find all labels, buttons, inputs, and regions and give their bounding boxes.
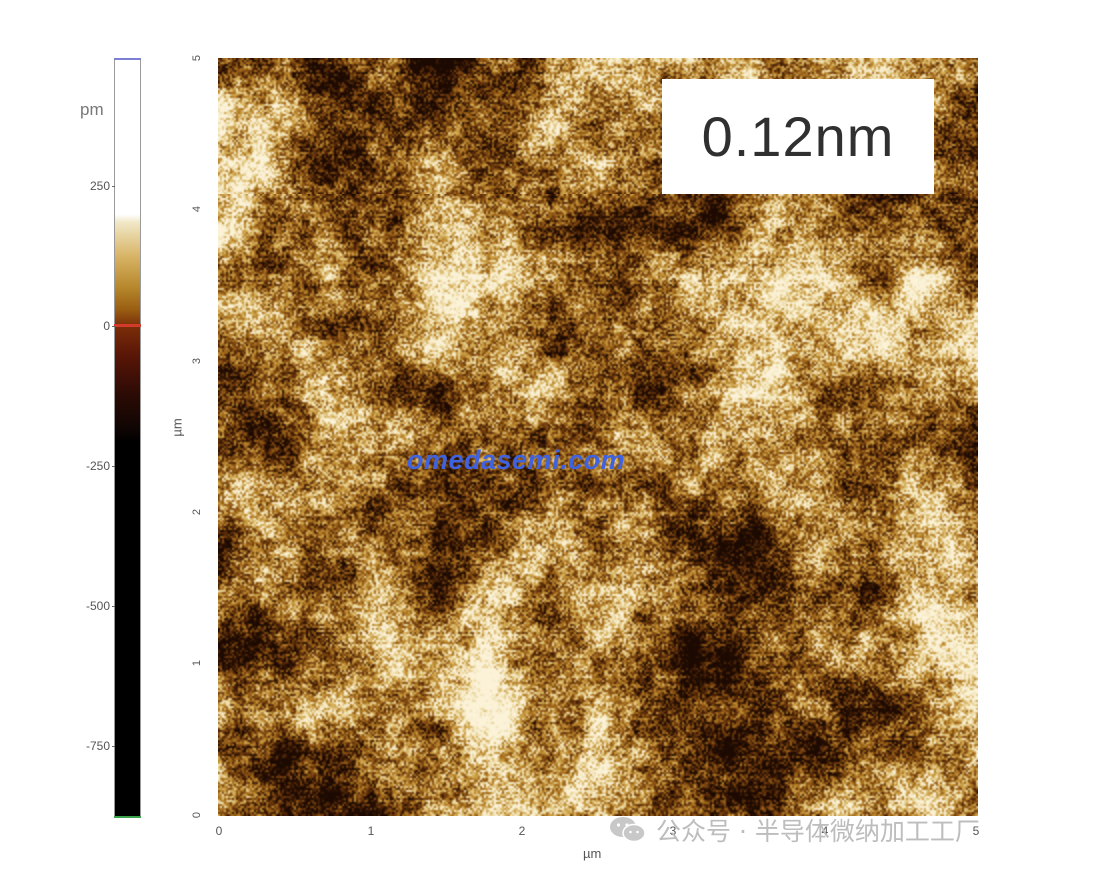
colorbar-tick-0: 0 (50, 319, 115, 333)
site-watermark: omedasemi.com (407, 445, 626, 475)
x-tick-2: 2 (518, 824, 526, 838)
y-tick-0: 0 (191, 811, 203, 819)
colorbar-tick-minus-250: -250 (50, 459, 115, 473)
x-tick-0: 0 (215, 824, 223, 838)
colorbar-tick-250: 250 (50, 179, 115, 193)
wechat-account-mark: 公众号 · 半导体微纳加工工厂 (608, 812, 980, 848)
wechat-icon (610, 817, 646, 843)
height-color-scale (114, 58, 141, 818)
colorbar-top-marker (114, 58, 141, 60)
y-tick-2: 2 (191, 508, 203, 516)
colorbar-bottom-marker (114, 816, 141, 818)
colorbar-unit-label: pm (80, 100, 104, 119)
y-tick-1: 1 (191, 659, 203, 667)
x-tick-5: 5 (972, 824, 980, 838)
x-tick-4: 4 (821, 824, 829, 838)
y-tick-5: 5 (191, 54, 203, 62)
colorbar-tick-minus-750: -750 (50, 739, 115, 753)
y-tick-3: 3 (191, 357, 203, 365)
wechat-account-name: 公众号 · 半导体微纳加工工厂 (656, 817, 980, 846)
y-tick-4: 4 (191, 205, 203, 213)
roughness-value: 0.12nm (701, 105, 895, 168)
y-axis-label: µm (169, 418, 185, 437)
colorbar-tick-minus-500: -500 (50, 599, 115, 613)
x-axis-label: µm (583, 846, 602, 861)
x-tick-3: 3 (669, 824, 677, 838)
x-tick-1: 1 (367, 824, 375, 838)
roughness-value-box: 0.12nm (662, 79, 934, 194)
colorbar-zero-marker (114, 324, 141, 327)
